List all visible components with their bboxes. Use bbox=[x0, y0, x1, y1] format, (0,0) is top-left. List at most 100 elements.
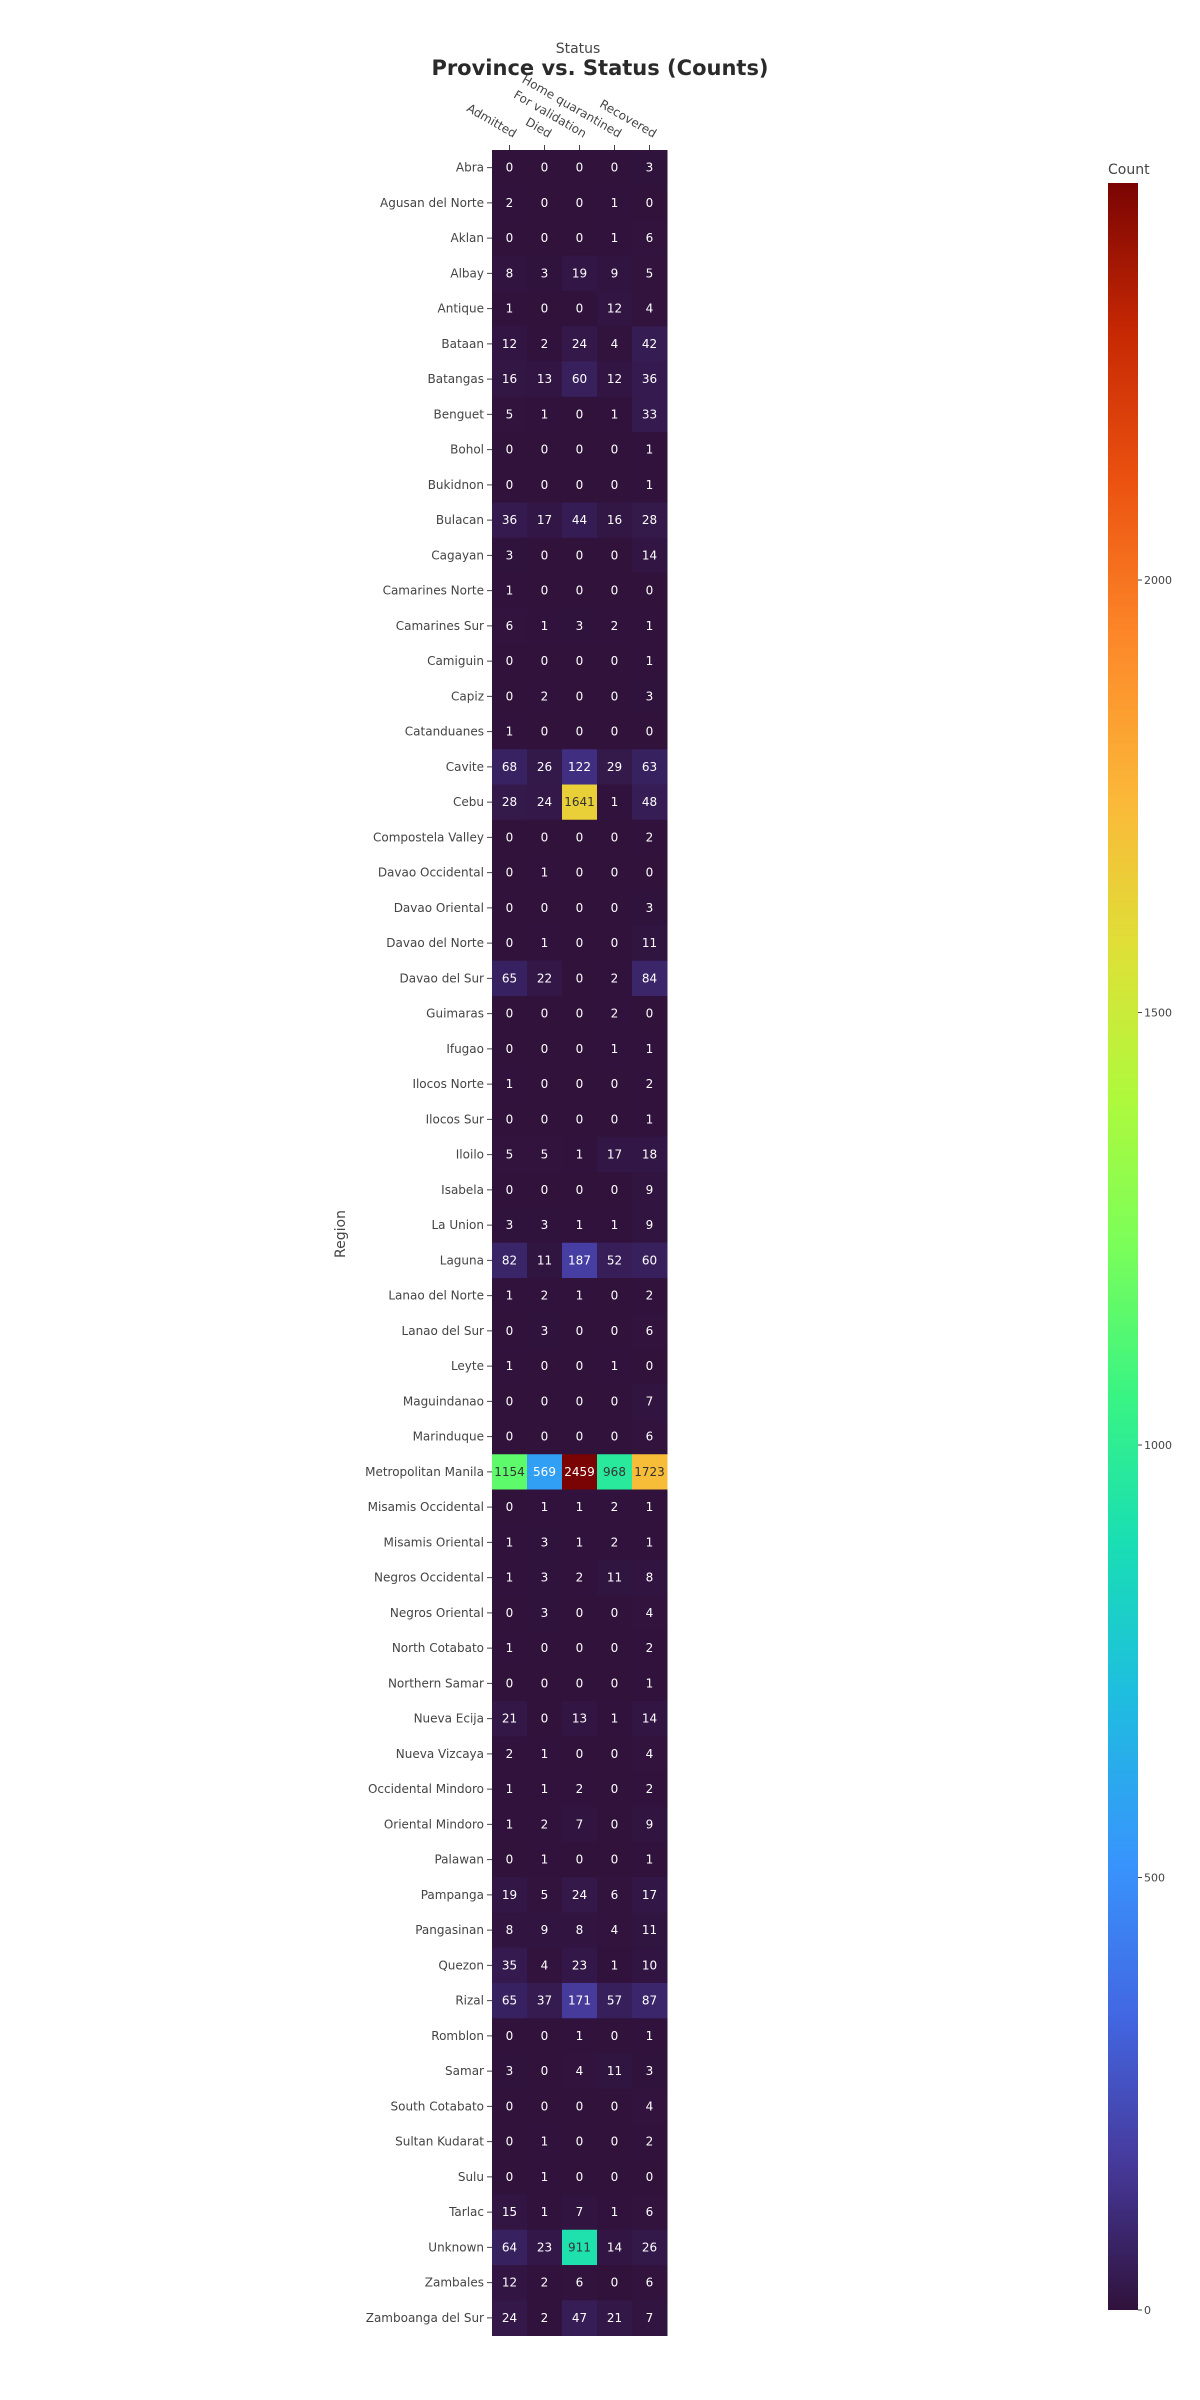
y-tick-label: Zambales bbox=[425, 2276, 484, 2290]
heatmap-cell bbox=[492, 1313, 528, 1349]
heatmap-cell bbox=[527, 1947, 563, 1984]
cell-value-label: 1 bbox=[576, 2029, 584, 2043]
cell-value-label: 0 bbox=[576, 1394, 584, 1408]
heatmap-cell bbox=[527, 2300, 563, 2336]
cell-value-label: 1 bbox=[611, 1042, 619, 1056]
cell-value-label: 28 bbox=[502, 795, 517, 809]
cell-value-label: 911 bbox=[568, 2240, 591, 2254]
cell-value-label: 2 bbox=[611, 619, 619, 633]
cell-value-label: 0 bbox=[576, 1676, 584, 1690]
heatmap-cell bbox=[492, 1489, 528, 1526]
cell-value-label: 1 bbox=[646, 1112, 654, 1126]
heatmap-cell bbox=[632, 784, 668, 821]
cell-value-label: 0 bbox=[576, 1324, 584, 1338]
heatmap-cell bbox=[492, 1066, 528, 1103]
heatmap-cell bbox=[597, 2265, 633, 2301]
cell-value-label: 1 bbox=[541, 2135, 549, 2149]
cell-value-label: 65 bbox=[502, 1994, 517, 2008]
y-tick-label: Compostela Valley bbox=[373, 830, 484, 844]
cell-value-label: 0 bbox=[576, 1007, 584, 1021]
cell-value-label: 187 bbox=[568, 1253, 591, 1267]
cell-value-label: 0 bbox=[611, 2029, 619, 2043]
cell-value-label: 16 bbox=[607, 513, 622, 527]
cell-value-label: 17 bbox=[607, 1148, 622, 1162]
heatmap-cell bbox=[527, 1524, 563, 1561]
heatmap-cell bbox=[597, 890, 633, 926]
cell-value-label: 3 bbox=[646, 161, 654, 175]
heatmap-cell bbox=[597, 925, 633, 962]
heatmap-cell bbox=[562, 1877, 598, 1913]
heatmap-cell bbox=[527, 1736, 563, 1772]
cell-value-label: 1 bbox=[576, 1500, 584, 1514]
heatmap-cell bbox=[492, 1736, 528, 1772]
heatmap-cell bbox=[562, 1842, 598, 1878]
heatmap-cell bbox=[632, 1736, 668, 1772]
heatmap-cell bbox=[597, 1137, 633, 1173]
cell-value-label: 1 bbox=[506, 1817, 514, 1831]
heatmap-cell bbox=[597, 2018, 633, 2054]
cell-value-label: 0 bbox=[541, 725, 549, 739]
cell-value-label: 17 bbox=[537, 513, 552, 527]
cell-value-label: 0 bbox=[646, 1007, 654, 1021]
heatmap-cell bbox=[597, 855, 633, 891]
heatmap-cell bbox=[527, 1278, 563, 1314]
cell-value-label: 0 bbox=[541, 901, 549, 915]
cell-value-label: 0 bbox=[541, 1430, 549, 1444]
cell-value-label: 0 bbox=[576, 2170, 584, 2184]
heatmap-cell bbox=[597, 432, 633, 468]
cell-value-label: 0 bbox=[541, 654, 549, 668]
y-tick-label: Misamis Oriental bbox=[384, 1535, 484, 1549]
heatmap-cell bbox=[492, 502, 528, 539]
heatmap-cell bbox=[527, 432, 563, 468]
cell-value-label: 3 bbox=[646, 2064, 654, 2078]
y-tick-label: Oriental Mindoro bbox=[384, 1817, 484, 1831]
heatmap-cell bbox=[492, 291, 528, 327]
cell-value-label: 0 bbox=[611, 830, 619, 844]
heatmap-cell bbox=[527, 2194, 563, 2231]
cell-value-label: 0 bbox=[506, 936, 514, 950]
y-tick-label: Davao Oriental bbox=[394, 901, 484, 915]
cell-value-label: 36 bbox=[642, 372, 657, 386]
heatmap-cell bbox=[527, 784, 563, 821]
heatmap-cell bbox=[632, 2300, 668, 2336]
colorbar: Count 0 500 1000 1500 2000 bbox=[1108, 162, 1172, 2317]
heatmap-cell bbox=[527, 185, 563, 221]
cell-value-label: 4 bbox=[646, 1747, 654, 1761]
y-tick-label: Bohol bbox=[450, 443, 484, 457]
cell-value-label: 13 bbox=[572, 1712, 587, 1726]
cell-value-label: 0 bbox=[506, 1324, 514, 1338]
heatmap-cell bbox=[527, 678, 563, 715]
heatmap-cell bbox=[492, 2088, 528, 2125]
cell-value-label: 0 bbox=[576, 971, 584, 985]
cell-value-label: 6 bbox=[646, 1324, 654, 1338]
heatmap-cell bbox=[492, 361, 528, 398]
cell-value-label: 1 bbox=[541, 1747, 549, 1761]
heatmap-cell bbox=[562, 291, 598, 327]
heatmap-cell bbox=[527, 996, 563, 1032]
heatmap-cell bbox=[527, 1101, 563, 1138]
cell-value-label: 2459 bbox=[564, 1465, 595, 1479]
heatmap-cell bbox=[562, 2053, 598, 2090]
heatmap-cell bbox=[632, 1842, 668, 1878]
heatmap-cell bbox=[492, 220, 528, 257]
cell-value-label: 6 bbox=[611, 1888, 619, 1902]
cell-value-label: 8 bbox=[646, 1571, 654, 1585]
cell-value-label: 22 bbox=[537, 971, 552, 985]
cell-value-label: 3 bbox=[506, 2064, 514, 2078]
heatmap-cell bbox=[492, 1912, 528, 1949]
cell-value-label: 4 bbox=[646, 1606, 654, 1620]
cell-value-label: 1 bbox=[646, 478, 654, 492]
heatmap-cell bbox=[632, 1454, 668, 1490]
heatmap-cell bbox=[527, 1348, 563, 1385]
cell-value-label: 2 bbox=[576, 1782, 584, 1796]
cell-value-label: 1 bbox=[611, 1958, 619, 1972]
heatmap-cell bbox=[632, 1630, 668, 1667]
heatmap-cell bbox=[597, 361, 633, 398]
heatmap-cell bbox=[562, 2088, 598, 2125]
heatmap-cell bbox=[597, 1242, 633, 1279]
heatmap-cell bbox=[597, 1630, 633, 1667]
y-tick-label: Ilocos Sur bbox=[426, 1112, 484, 1126]
heatmap-cell bbox=[597, 537, 633, 574]
cell-value-label: 12 bbox=[502, 337, 517, 351]
